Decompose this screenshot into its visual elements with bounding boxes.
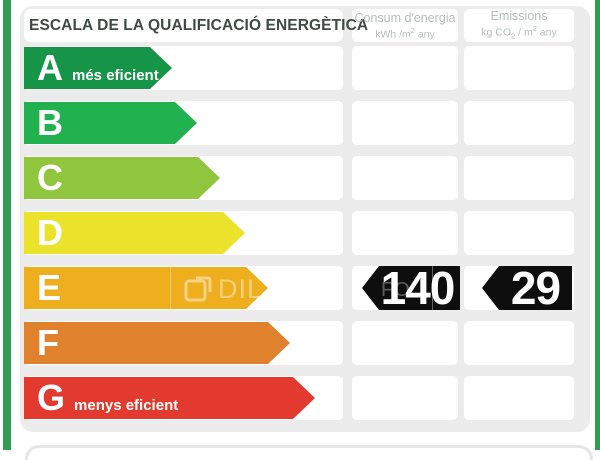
consumption-cell <box>352 156 458 200</box>
consumption-cell <box>352 211 458 255</box>
consumption-value-arrow <box>362 266 460 310</box>
emissions-cell <box>464 321 574 365</box>
emissions-cell <box>464 46 574 90</box>
header-cell-title <box>24 9 343 42</box>
rating-letter: F <box>37 322 59 363</box>
consumption-cell <box>352 101 458 145</box>
rating-arrow-d: D <box>24 212 245 254</box>
emissions-cell <box>464 211 574 255</box>
rating-row-e: E 140 29 <box>0 262 600 314</box>
consumption-value: 140 <box>380 262 456 314</box>
header-cell-emissions <box>464 9 574 42</box>
page-left-green-border <box>3 0 11 450</box>
rating-arrow-b: B <box>24 102 197 144</box>
rating-row-g: G menys eficient <box>0 376 600 420</box>
rating-annotation: més eficient <box>72 67 159 84</box>
rating-row-f: F <box>0 321 600 365</box>
rating-row-d: D <box>0 211 600 255</box>
consumption-cell <box>352 321 458 365</box>
emissions-value-arrow <box>482 266 572 310</box>
rating-letter: B <box>37 102 63 143</box>
rating-arrow-f: F <box>24 322 290 364</box>
consumption-cell <box>352 376 458 420</box>
rating-arrow-e: E <box>24 267 268 309</box>
column-header-consumption: Consum d'energia kWh /m2 any <box>352 9 458 42</box>
rating-letter: C <box>37 157 63 198</box>
emissions-cell <box>464 156 574 200</box>
page-right-green-border <box>595 0 600 450</box>
rating-row-a: A més eficient <box>0 46 600 90</box>
header-cell-consumption <box>352 9 458 42</box>
emissions-cell <box>464 101 574 145</box>
rating-annotation: menys eficient <box>74 397 179 414</box>
rating-arrow-a: A més eficient <box>24 47 172 89</box>
emissions-value: 29 <box>510 262 561 314</box>
consumption-cell <box>352 46 458 90</box>
page-title: ESCALA DE LA QUALIFICACIÓ ENERGÈTICA <box>29 16 369 34</box>
rating-letter: G <box>37 377 66 418</box>
rating-row-b: B <box>0 101 600 145</box>
rating-row-c: C <box>0 156 600 200</box>
rating-letter: D <box>37 212 63 253</box>
emissions-cell <box>464 376 574 420</box>
consumption-header-label: Consum d'energia <box>354 10 456 25</box>
next-section-panel-edge <box>25 445 593 460</box>
rating-letter: E <box>37 267 62 308</box>
rating-arrow-c: C <box>24 157 220 199</box>
column-header-emissions: Emissions kg CO2 / m2 any <box>464 9 574 42</box>
emissions-header-unit: kg CO2 / m2 any <box>481 23 557 41</box>
rating-letter: A <box>37 47 63 88</box>
rating-arrow-g: G menys eficient <box>24 377 315 419</box>
emissions-header-label: Emissions <box>490 8 548 23</box>
consumption-header-unit: kWh /m2 any <box>375 25 435 41</box>
